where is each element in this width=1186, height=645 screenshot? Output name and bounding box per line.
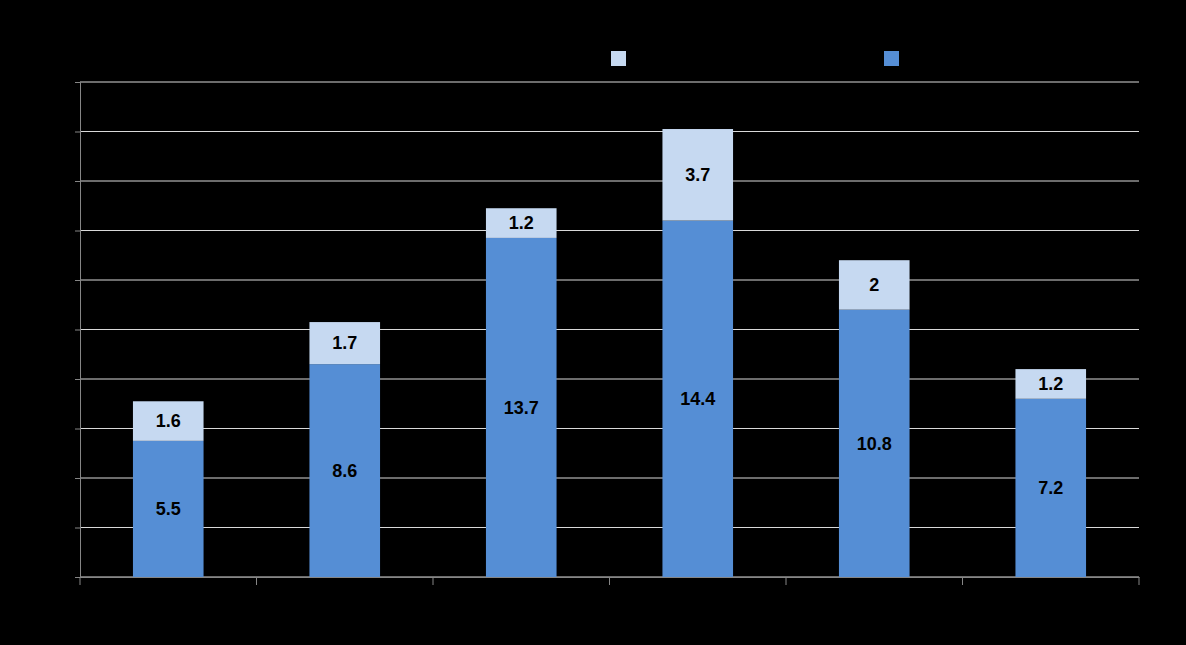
bar: [839, 260, 910, 310]
bar: [1015, 369, 1086, 399]
bar: [1015, 399, 1086, 577]
y-tick-mark: [75, 379, 80, 380]
bars: [133, 129, 1086, 577]
grid: [80, 82, 1139, 577]
y-tick: [75, 528, 80, 529]
category-tick: [609, 577, 610, 585]
y-tick-mark: [75, 132, 80, 133]
bar: [839, 310, 910, 577]
data-label: 13.7: [504, 398, 539, 418]
y-tick-mark: [75, 577, 80, 578]
x-axis: [80, 577, 1140, 585]
category-tick: [80, 577, 81, 585]
series: [133, 221, 1086, 577]
chart: 5.5 8.6 13.7 14.4 10.8 7.2 1.6 1.7 1.2 3.7 2 1.2: [0, 0, 1186, 645]
legend-swatch: [611, 51, 626, 66]
grid-line: [80, 230, 1139, 231]
y-tick: [75, 231, 80, 232]
bar: [133, 441, 204, 577]
y-axis-line: [75, 83, 81, 578]
data-label: 5.5: [156, 499, 181, 519]
data-label: 1.6: [156, 411, 181, 431]
y-tick: [75, 429, 80, 430]
category-tick: [1139, 577, 1140, 585]
y-tick-mark: [75, 330, 80, 331]
data-label: 1.2: [1038, 374, 1063, 394]
y-tick-mark: [75, 280, 80, 281]
y-tick-mark: [75, 528, 80, 529]
legend-item: [884, 51, 899, 66]
bar: [309, 364, 380, 577]
bar: [309, 322, 380, 364]
y-tick-mark: [75, 231, 80, 232]
grid-line: [80, 329, 1139, 330]
grid-line: [80, 181, 1139, 182]
grid-line: [80, 478, 1139, 479]
legend-item: [611, 51, 626, 66]
bar: [133, 401, 204, 441]
plot: 5.5 8.6 13.7 14.4 10.8 7.2 1.6 1.7 1.2 3.7 2 1.2: [75, 82, 1140, 585]
y-tick: [75, 577, 80, 578]
y-tick: [75, 132, 80, 133]
data-label: 7.2: [1038, 478, 1063, 498]
y-tick-mark: [75, 82, 80, 83]
grid-line: [80, 527, 1139, 528]
data-label: 3.7: [685, 165, 710, 185]
data-label: 14.4: [680, 389, 715, 409]
y-tick: [75, 280, 80, 281]
series: [133, 129, 1086, 441]
category-tick: [786, 577, 787, 585]
category-tick: [962, 577, 963, 585]
y-tick: [75, 478, 80, 479]
data-label: 8.6: [332, 461, 357, 481]
grid-line: [80, 82, 1139, 83]
grid-line: [80, 131, 1139, 132]
data-label: 1.7: [332, 333, 357, 353]
bar: [662, 129, 733, 221]
grid-line: [80, 379, 1139, 380]
y-tick-mark: [75, 429, 80, 430]
y-tick: [75, 82, 80, 83]
legend: [611, 51, 899, 66]
data-label: 1.2: [509, 213, 534, 233]
y-axis: [75, 83, 81, 578]
bar: [662, 221, 733, 577]
legend-swatch: [884, 51, 899, 66]
y-tick-mark: [75, 181, 80, 182]
y-tick: [75, 181, 80, 182]
y-tick-mark: [75, 478, 80, 479]
data-labels: 5.5 8.6 13.7 14.4 10.8 7.2 1.6 1.7 1.2 3.7 2 1.2: [156, 165, 1064, 519]
grid-line: [80, 280, 1139, 281]
data-label: 2: [869, 275, 879, 295]
y-tick: [75, 379, 80, 380]
bar: [486, 208, 557, 238]
category-tick: [256, 577, 257, 585]
category-ticks: [80, 577, 1139, 585]
bar: [486, 238, 557, 577]
grid-line: [80, 428, 1139, 429]
y-tick: [75, 330, 80, 331]
category-tick: [433, 577, 434, 585]
data-label: 10.8: [857, 434, 892, 454]
